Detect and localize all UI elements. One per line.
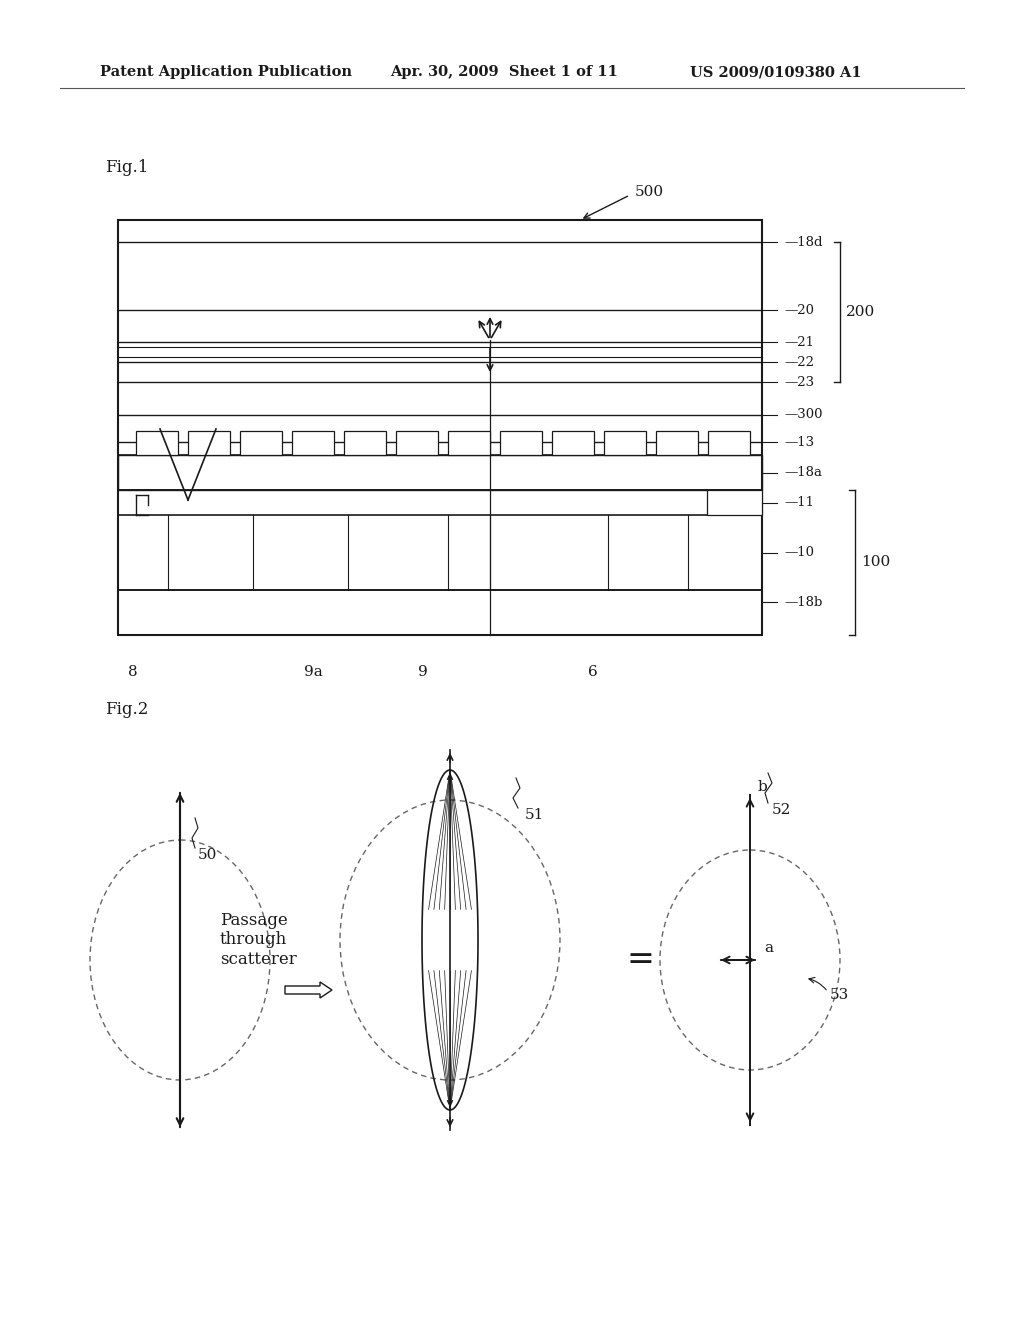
Text: 51: 51 [525,808,545,822]
Bar [136,432,178,455]
Text: 50: 50 [198,847,217,862]
Text: Fig.2: Fig.2 [105,701,148,718]
Text: =: = [626,944,654,975]
Text: 9: 9 [418,665,428,678]
Text: 53: 53 [830,987,849,1002]
Bar [707,490,762,515]
Bar [500,432,542,455]
Text: US 2009/0109380 A1: US 2009/0109380 A1 [690,65,861,79]
Text: —23: —23 [784,375,814,388]
Text: —10: —10 [784,546,814,558]
Bar [188,432,230,455]
Bar [552,432,594,455]
Bar [396,432,438,455]
Bar [708,432,750,455]
Text: 8: 8 [128,665,138,678]
Text: —11: —11 [784,496,814,510]
Text: 6: 6 [588,665,598,678]
Text: 9a: 9a [304,665,323,678]
Text: —18d: —18d [784,235,822,248]
Text: —300: —300 [784,408,822,421]
Text: Apr. 30, 2009  Sheet 1 of 11: Apr. 30, 2009 Sheet 1 of 11 [390,65,617,79]
Bar [344,432,386,455]
Text: 100: 100 [861,556,890,569]
Text: —18a: —18a [784,466,822,479]
Text: —22: —22 [784,355,814,368]
Text: —20: —20 [784,304,814,317]
Bar [449,432,490,455]
Text: 200: 200 [846,305,876,319]
Bar [118,220,762,635]
Bar [604,432,646,455]
Text: —21: —21 [784,335,814,348]
Bar [292,432,334,455]
Text: —18b: —18b [784,595,822,609]
Bar [656,432,698,455]
Text: Fig.1: Fig.1 [105,160,148,177]
Text: Patent Application Publication: Patent Application Publication [100,65,352,79]
Bar [240,432,282,455]
Bar [118,455,762,490]
Text: b: b [758,780,768,795]
Text: Passage
through
scatterer: Passage through scatterer [220,912,297,968]
Text: 52: 52 [772,803,792,817]
Text: —13: —13 [784,436,814,449]
Text: a: a [764,941,773,954]
Text: 500: 500 [635,185,665,199]
FancyArrow shape [285,982,332,998]
